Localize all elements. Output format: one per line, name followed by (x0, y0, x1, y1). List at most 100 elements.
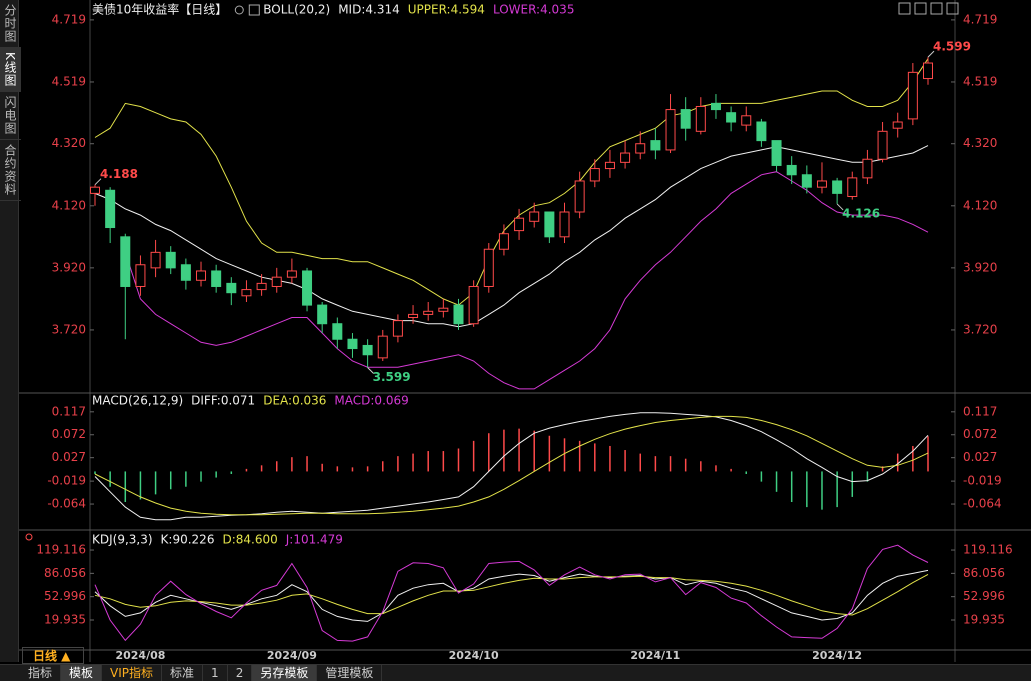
chart-title: 美债10年收益率【日线】 (92, 2, 227, 17)
y-tick-label: 3.920 (52, 260, 86, 274)
candle-body (317, 304, 328, 325)
legend-entry: J:101.479 (285, 533, 343, 547)
candle-body (771, 140, 782, 166)
candle-body (211, 270, 222, 287)
candle-body (165, 251, 176, 269)
candle-body (650, 140, 661, 151)
y-tick-label: 119.116 (36, 543, 86, 557)
candle-body (892, 121, 903, 129)
candle-body (544, 211, 555, 238)
y-tick-label: 4.120 (963, 198, 997, 212)
annotation: 4.599 (933, 40, 971, 54)
candle-body (423, 310, 434, 315)
y-tick-label: -0.019 (47, 474, 86, 488)
candle-body (635, 143, 646, 154)
candle-body (862, 158, 873, 179)
candle-body (180, 264, 191, 281)
side-tab[interactable]: 合约资料 (0, 140, 21, 201)
candle-body (196, 270, 207, 281)
candle-body (574, 180, 585, 213)
legend-entry: LOWER:4.035 (493, 3, 575, 17)
candle-body (392, 320, 403, 337)
bottom-tab[interactable]: 模板 (61, 665, 103, 681)
y-tick-label: 0.072 (963, 427, 997, 441)
y-tick-label: -0.019 (963, 474, 1002, 488)
y-tick-label: 0.027 (963, 450, 997, 464)
candle-body (877, 130, 888, 160)
side-tabs: 分时图 K线图 闪电图 合约资料 (0, 0, 21, 662)
candle-body (604, 161, 615, 170)
candle-body (302, 270, 313, 306)
y-tick-label: 0.117 (52, 404, 86, 418)
candle-body (271, 276, 282, 287)
annotation: 3.599 (373, 370, 411, 384)
candle-body (347, 338, 358, 350)
candle-body (741, 115, 752, 126)
candle-body (226, 282, 237, 294)
y-tick-label: 19.935 (963, 612, 1005, 626)
period-button[interactable]: 日线 ▲ (22, 647, 84, 664)
series-line (94, 58, 929, 306)
series-line (94, 573, 929, 616)
indicator-icon[interactable] (25, 533, 33, 541)
candle-body (453, 304, 464, 325)
y-tick-label: -0.064 (47, 497, 86, 511)
y-tick-label: 4.719 (52, 12, 86, 26)
legend-entry: UPPER:4.594 (408, 3, 485, 17)
candle-body (756, 121, 767, 142)
y-tick-label: 86.056 (44, 566, 86, 580)
y-tick-label: 119.116 (963, 543, 1013, 557)
candle-body (286, 270, 297, 278)
annotation-pointer (836, 203, 844, 211)
annotation-pointer (367, 367, 374, 374)
candle-body (120, 236, 131, 287)
chart-title: KDJ(9,3,3) (92, 533, 153, 547)
chart-title: MACD(26,12,9) (92, 394, 183, 408)
bottom-tab[interactable]: 标准 (162, 665, 204, 681)
side-tab[interactable]: 闪电图 (0, 92, 21, 140)
y-tick-label: 52.996 (963, 589, 1005, 603)
y-tick-label: 0.072 (52, 427, 86, 441)
y-tick-label: 4.719 (963, 12, 997, 26)
y-tick-label: 4.519 (963, 74, 997, 88)
y-tick-label: 3.920 (963, 260, 997, 274)
bottom-tab[interactable]: 2 (228, 665, 253, 681)
y-tick-label: 3.720 (52, 322, 86, 336)
candle-body (438, 307, 449, 312)
annotation: 4.188 (100, 167, 138, 181)
y-tick-label: 4.519 (52, 74, 86, 88)
candle-body (710, 102, 721, 111)
x-tick-label: 2024/12 (812, 649, 862, 662)
candle-body (923, 62, 933, 80)
candle-body (483, 248, 494, 287)
candle-body (726, 112, 737, 123)
candle-body (377, 335, 388, 359)
candle-body (832, 180, 843, 194)
side-tab[interactable]: 分时图 (0, 0, 21, 48)
side-tab[interactable]: K线图 (0, 48, 21, 92)
candle-body (150, 251, 161, 269)
bottom-tab[interactable]: 另存模板 (252, 665, 318, 681)
series-line (94, 415, 929, 516)
bottom-tab[interactable]: 指标 (20, 665, 62, 681)
candle-body (468, 285, 479, 325)
y-tick-label: 3.720 (963, 322, 997, 336)
bottom-tab[interactable]: 管理模板 (317, 665, 383, 681)
y-tick-label: 4.320 (52, 136, 86, 150)
y-tick-label: 52.996 (44, 589, 86, 603)
bottom-tabs: 指标 模板 VIP指标 标准 1 2 另存模板 管理模板 (0, 664, 1031, 681)
candle-body (589, 168, 600, 182)
candle-body (816, 180, 827, 188)
annotation: 4.126 (842, 206, 880, 220)
candle-body (695, 105, 706, 132)
y-tick-label: 19.935 (44, 612, 86, 626)
bottom-tab[interactable]: 1 (203, 665, 228, 681)
bottom-tab[interactable]: VIP指标 (102, 665, 163, 681)
x-tick-label: 2024/08 (115, 649, 165, 662)
y-tick-label: 86.056 (963, 566, 1005, 580)
candle-body (408, 313, 419, 319)
candle-body (801, 174, 812, 188)
legend-entry: MACD:0.069 (334, 394, 408, 408)
candle-body (135, 264, 146, 287)
